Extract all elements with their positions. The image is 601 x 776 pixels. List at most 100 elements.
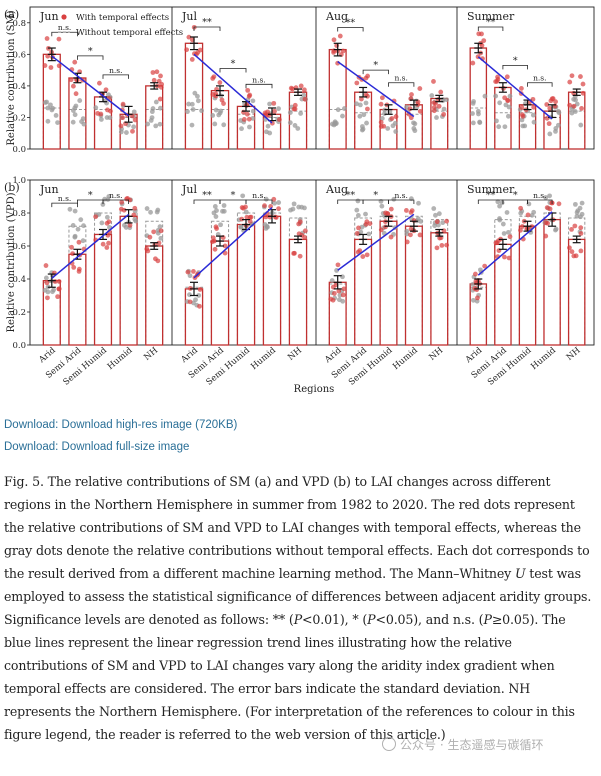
dot-without-temporal	[547, 131, 553, 137]
dot-with-temporal	[546, 121, 552, 127]
significance-label: **	[346, 190, 356, 201]
dot-without-temporal	[70, 119, 76, 125]
dot-with-temporal	[127, 222, 133, 228]
dot-with-temporal	[291, 106, 297, 112]
dot-with-temporal	[553, 99, 558, 105]
dot-with-temporal	[73, 91, 79, 97]
dot-with-temporal	[247, 92, 253, 98]
dot-without-temporal	[495, 199, 501, 205]
dot-with-temporal	[246, 116, 252, 122]
dot-with-temporal	[271, 100, 277, 106]
dot-with-temporal	[48, 65, 54, 70]
dot-without-temporal	[213, 214, 219, 219]
bar-without-temporal	[68, 109, 87, 150]
dot-without-temporal	[579, 200, 585, 206]
dot-with-temporal	[97, 80, 102, 86]
dot-with-temporal	[578, 248, 584, 254]
dot-with-temporal	[417, 86, 423, 91]
dot-with-temporal	[571, 103, 577, 109]
dot-without-temporal	[363, 100, 369, 106]
dot-with-temporal	[431, 108, 437, 114]
significance-label: *	[373, 190, 378, 201]
dot-with-temporal	[383, 224, 388, 230]
download-high-res-link[interactable]: Download: Download high-res image (720KB…	[4, 419, 238, 431]
dot-with-temporal	[69, 244, 74, 250]
dot-with-temporal	[385, 211, 390, 216]
dot-with-temporal	[437, 235, 443, 241]
significance-label: n.s.	[109, 191, 122, 200]
dot-without-temporal	[441, 106, 447, 112]
dot-without-temporal	[429, 93, 435, 98]
bar-with-temporal	[236, 223, 256, 346]
significance-label: n.s.	[109, 66, 122, 75]
significance-bracket	[102, 199, 129, 204]
dot-without-temporal	[276, 106, 281, 112]
dot-without-temporal	[185, 109, 190, 115]
dot-without-temporal	[196, 293, 202, 298]
dot-with-temporal	[151, 229, 157, 235]
dot-with-temporal	[100, 241, 106, 247]
dot-without-temporal	[578, 214, 583, 220]
dot-without-temporal	[210, 113, 216, 118]
caption-text-2: test was employed to assess the statisti…	[4, 566, 592, 627]
significance-bracket	[477, 26, 504, 31]
dot-without-temporal	[100, 202, 106, 207]
dot-with-temporal	[358, 96, 364, 102]
dot-without-temporal	[99, 220, 105, 226]
significance-bracket	[102, 74, 129, 79]
dot-without-temporal	[267, 101, 272, 107]
bar-with-temporal	[430, 232, 449, 346]
dot-with-temporal	[44, 280, 50, 286]
caption-text-1: Fig. 5. The relative contributions of SM…	[4, 474, 590, 581]
dot-with-temporal	[71, 265, 77, 270]
bar-with-temporal	[68, 77, 87, 150]
significance-label: *	[513, 190, 518, 201]
dot-without-temporal	[250, 108, 256, 114]
dot-without-temporal	[299, 204, 305, 210]
dot-without-temporal	[118, 129, 124, 135]
download-full-size-link[interactable]: Download: Download full-size image	[4, 441, 190, 453]
significance-bracket	[77, 55, 104, 60]
dot-without-temporal	[572, 109, 578, 114]
dot-with-temporal	[245, 87, 251, 93]
dot-without-temporal	[433, 212, 438, 218]
dot-with-temporal	[481, 38, 487, 44]
dot-with-temporal	[147, 234, 153, 240]
dot-with-temporal	[296, 221, 302, 227]
dot-without-temporal	[379, 116, 385, 121]
dot-with-temporal	[336, 288, 342, 294]
dot-with-temporal	[118, 123, 124, 129]
dot-with-temporal	[186, 34, 192, 40]
significance-label: n.s.	[58, 194, 71, 203]
dot-with-temporal	[131, 212, 137, 218]
trend-line	[477, 56, 553, 120]
dot-with-temporal	[56, 63, 62, 69]
dot-without-temporal	[272, 200, 277, 206]
dot-without-temporal	[153, 99, 159, 105]
dot-without-temporal	[505, 113, 511, 119]
dot-with-temporal	[556, 201, 562, 207]
subplot-title: Aug	[325, 10, 348, 23]
panel-frame	[29, 179, 595, 346]
subplot-summer: Summer***n.s.	[456, 7, 586, 150]
significance-bracket	[388, 199, 415, 204]
dot-without-temporal	[70, 108, 76, 113]
bar-without-temporal	[262, 212, 282, 346]
dot-without-temporal	[124, 130, 129, 135]
dot-without-temporal	[470, 297, 476, 303]
dot-without-temporal	[493, 93, 499, 99]
dot-with-temporal	[571, 253, 577, 259]
dot-with-temporal	[479, 31, 484, 37]
dot-without-temporal	[574, 210, 580, 215]
dot-with-temporal	[292, 102, 298, 108]
dot-without-temporal	[301, 92, 307, 98]
dot-without-temporal	[150, 106, 156, 111]
dot-without-temporal	[440, 220, 446, 226]
category-label: NH	[565, 346, 583, 363]
dot-without-temporal	[482, 93, 488, 99]
dot-with-temporal	[354, 231, 360, 236]
caption-p-1: P	[293, 612, 303, 627]
dot-without-temporal	[72, 208, 78, 214]
